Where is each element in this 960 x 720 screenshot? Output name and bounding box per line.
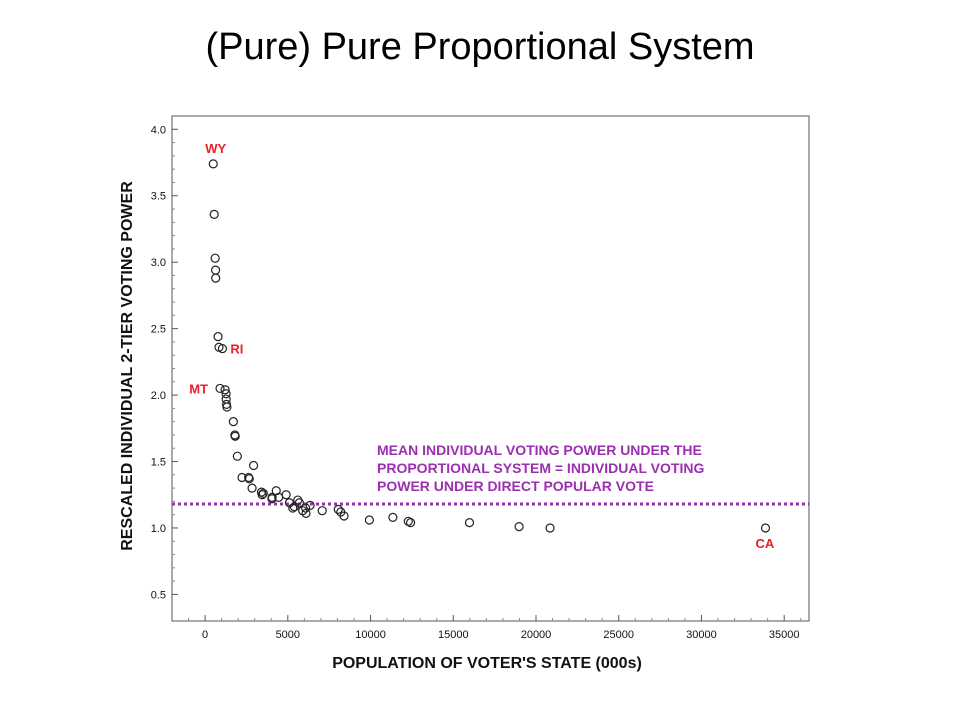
x-tick-label: 30000 — [686, 629, 717, 641]
data-point — [294, 498, 304, 508]
data-point — [464, 518, 475, 528]
data-point — [317, 506, 327, 516]
data-point — [209, 209, 219, 219]
data-point — [210, 253, 220, 263]
x-tick-label: 20000 — [521, 629, 552, 641]
data-point — [301, 508, 311, 518]
state-label-ri: RI — [230, 342, 243, 357]
state-label-wy: WY — [205, 141, 226, 156]
x-axis-ticks: 0 5000 10000 15000 20000 25000 30000 35000 — [188, 615, 802, 641]
data-point — [230, 431, 240, 441]
state-label-ca: CA — [755, 536, 774, 551]
y-tick-label: 0.5 — [151, 589, 166, 601]
data-point — [333, 504, 343, 514]
y-tick-label: 3.0 — [151, 257, 166, 269]
data-point — [403, 516, 413, 526]
data-point — [301, 503, 311, 513]
data-point — [258, 488, 268, 499]
data-point — [208, 159, 218, 169]
data-point — [293, 495, 303, 505]
data-point — [220, 385, 230, 395]
data-point — [545, 523, 555, 533]
data-point — [247, 483, 257, 493]
y-tick-label: 1.5 — [151, 457, 166, 469]
state-annotations: WY RI MT CA — [189, 141, 775, 551]
data-point — [405, 518, 416, 528]
data-point — [244, 474, 254, 484]
slide-title: (Pure) Pure Proportional System — [205, 26, 755, 68]
y-tick-label: 3.5 — [151, 191, 166, 203]
data-point — [267, 492, 277, 503]
mean-annotation-line: POWER UNDER DIRECT POPULAR VOTE — [377, 478, 654, 494]
y-tick-label: 2.0 — [151, 390, 166, 402]
state-label-mt: MT — [189, 381, 208, 396]
data-point — [257, 490, 267, 500]
data-point — [364, 515, 374, 525]
x-tick-label: 10000 — [355, 629, 386, 641]
data-points — [208, 159, 771, 533]
data-point — [210, 265, 221, 275]
data-point — [228, 417, 238, 427]
x-tick-label: 0 — [202, 629, 208, 641]
y-axis-ticks: 0.5 1.0 1.5 2.0 2.5 3.0 3.5 4.0 — [151, 124, 178, 601]
data-point — [222, 402, 232, 412]
x-tick-label: 25000 — [603, 629, 634, 641]
mean-annotation-line: MEAN INDIVIDUAL VOTING POWER UNDER THE — [377, 442, 702, 458]
data-point — [760, 523, 771, 533]
x-axis-title: POPULATION OF VOTER'S STATE (000s) — [332, 655, 642, 672]
y-tick-label: 1.0 — [151, 523, 166, 535]
x-tick-label: 5000 — [276, 629, 300, 641]
x-tick-label: 15000 — [438, 629, 469, 641]
data-point — [388, 512, 398, 522]
plot-frame — [171, 115, 810, 622]
data-point — [281, 490, 291, 500]
data-point — [213, 332, 223, 342]
x-tick-label: 35000 — [769, 629, 800, 641]
data-point — [305, 500, 315, 510]
y-tick-label: 2.5 — [151, 324, 166, 336]
data-point — [217, 343, 228, 354]
data-point — [232, 451, 242, 461]
mean-line-annotation: MEAN INDIVIDUAL VOTING POWER UNDER THE PR… — [377, 442, 704, 494]
y-tick-label: 4.0 — [151, 124, 166, 136]
mean-annotation-line: PROPORTIONAL SYSTEM = INDIVIDUAL VOTING — [377, 460, 704, 476]
data-point — [339, 511, 349, 521]
data-point — [215, 383, 225, 394]
data-point — [211, 273, 221, 283]
data-point — [514, 522, 524, 532]
y-axis-title: RESCALED INDIVIDUAL 2-TIER VOTING POWER — [119, 181, 136, 551]
data-point — [288, 503, 298, 513]
data-point — [248, 460, 259, 471]
data-point — [221, 389, 231, 399]
